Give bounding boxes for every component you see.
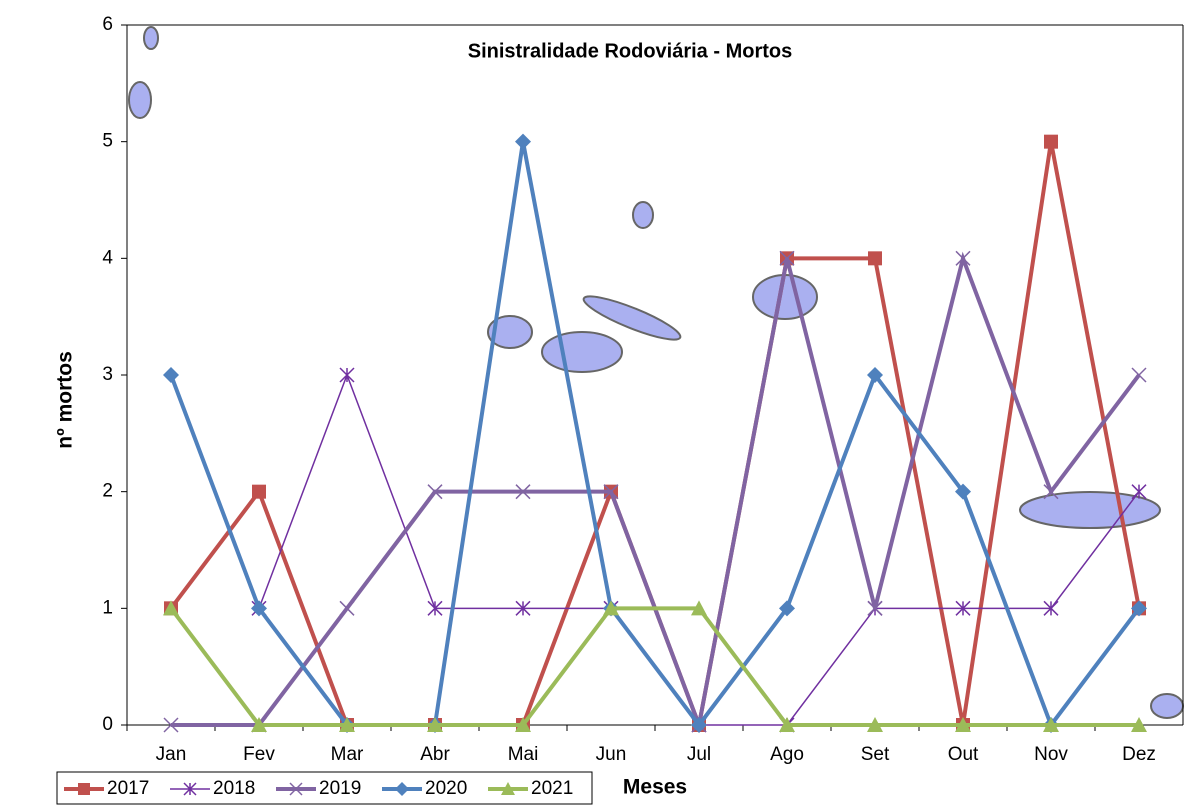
series-line [169, 606, 1139, 727]
marker [955, 250, 971, 266]
x-tick-label: Abr [420, 744, 450, 765]
marker [78, 783, 90, 795]
marker [515, 133, 531, 150]
marker [779, 250, 795, 266]
y-tick-label: 2 [102, 481, 113, 502]
marker [867, 600, 883, 616]
marker [289, 782, 303, 796]
x-tick-label: Mai [508, 744, 539, 765]
x-tick-label: Mar [331, 744, 364, 765]
marker [779, 717, 795, 732]
x-tick-label: Dez [1122, 744, 1156, 765]
marker [1043, 717, 1059, 732]
marker [339, 600, 355, 616]
marker [163, 600, 179, 616]
marker [339, 717, 355, 732]
y-tick-label: 6 [102, 14, 113, 35]
marker [603, 600, 619, 616]
map-decoration [128, 26, 1184, 719]
marker [427, 484, 443, 500]
x-tick-label: Jul [687, 744, 711, 765]
y-tick-label: 0 [102, 714, 113, 735]
x-tick-label: Set [861, 744, 890, 765]
legend-label: 2020 [425, 778, 467, 799]
marker [603, 484, 619, 500]
marker [515, 600, 531, 616]
y-tick-label: 3 [102, 364, 113, 385]
x-axis-label: Meses [623, 776, 687, 799]
legend-label: 2017 [107, 778, 149, 799]
marker [867, 717, 883, 732]
x-tick-label: Nov [1034, 744, 1068, 765]
marker [183, 782, 197, 796]
marker [1131, 600, 1147, 617]
marker [339, 367, 355, 383]
marker [955, 600, 971, 616]
marker [395, 782, 409, 796]
x-tick-label: Jun [596, 744, 627, 765]
legend-label: 2019 [319, 778, 361, 799]
x-tick-label: Jan [156, 744, 187, 765]
marker [251, 600, 267, 617]
marker [955, 717, 971, 732]
chart-title: Sinistralidade Rodoviária - Mortos [468, 40, 793, 62]
y-axis-label: nº mortos [54, 351, 77, 449]
marker [868, 251, 882, 266]
series-line [169, 141, 1141, 730]
marker [1044, 134, 1058, 149]
y-tick-label: 1 [102, 597, 113, 618]
marker [515, 717, 531, 732]
marker [691, 717, 707, 733]
legend-box [56, 771, 593, 805]
marker [163, 367, 179, 383]
marker [867, 367, 883, 383]
legend-label: 2021 [531, 778, 573, 799]
x-tick-label: Out [948, 744, 979, 765]
marker [515, 484, 531, 500]
marker [427, 600, 443, 616]
x-tick-label: Fev [243, 744, 275, 765]
series-line [169, 141, 1141, 733]
y-tick-label: 4 [102, 247, 113, 268]
marker [1131, 484, 1147, 500]
y-tick-label: 5 [102, 131, 113, 152]
marker [501, 782, 515, 795]
marker [1131, 367, 1147, 383]
x-tick-label: Ago [770, 744, 804, 765]
marker [163, 717, 179, 733]
marker [1131, 717, 1147, 732]
marker [251, 717, 267, 732]
legend-label: 2018 [213, 778, 255, 799]
marker [427, 717, 443, 732]
marker [955, 483, 971, 500]
marker [691, 600, 707, 616]
marker [779, 600, 795, 617]
marker [252, 484, 266, 499]
marker [1043, 484, 1059, 500]
marker [1043, 600, 1059, 616]
